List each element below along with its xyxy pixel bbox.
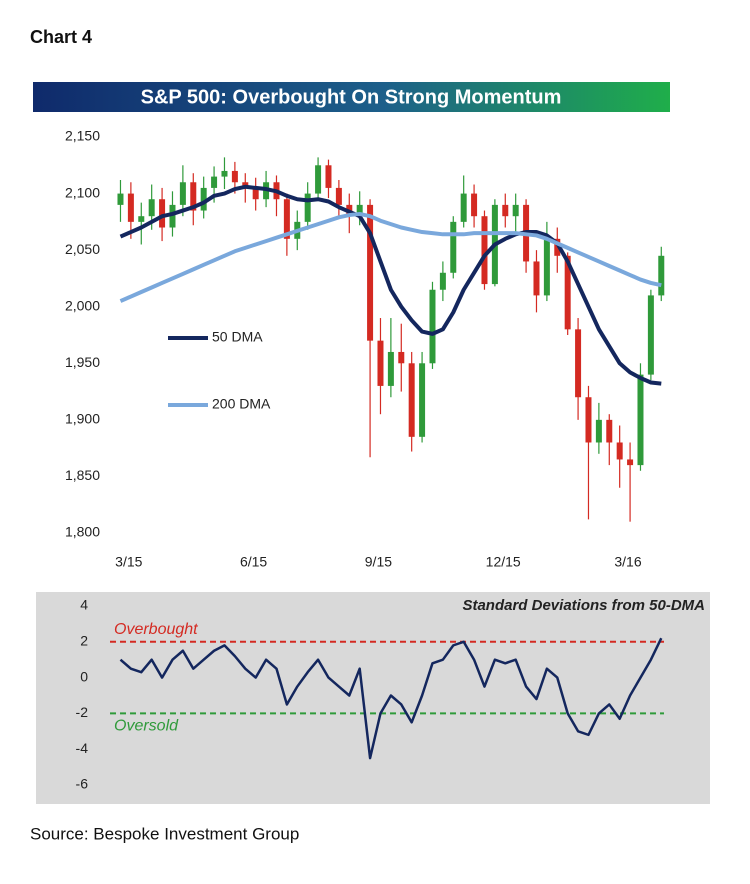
candle-body: [585, 397, 592, 443]
candle-body: [179, 182, 186, 205]
y-tick-label: 2,100: [65, 184, 100, 200]
y-tick-label: 1,950: [65, 354, 100, 370]
y-tick-label: -2: [76, 704, 89, 720]
candle-body: [356, 204, 363, 217]
chart-title: S&P 500: Overbought On Strong Momentum: [141, 86, 562, 108]
y-tick-label: -4: [76, 740, 89, 756]
candle-body: [429, 289, 436, 364]
candle-body: [533, 261, 540, 296]
deviation-line: [119, 637, 663, 760]
candle-body: [377, 340, 384, 386]
candle-body: [211, 176, 218, 188]
reference-label: Overbought: [114, 621, 198, 638]
candle-body: [127, 193, 134, 222]
candle-body: [304, 193, 311, 222]
candle-body: [502, 204, 509, 217]
candle-body: [637, 374, 644, 466]
candle-body: [387, 351, 394, 386]
candle-body: [169, 204, 176, 228]
legend-label: 200 DMA: [212, 396, 271, 412]
candle-body: [367, 204, 374, 341]
candle-body: [450, 221, 457, 273]
x-tick-label: 9/15: [365, 554, 392, 570]
title-band: [33, 82, 670, 112]
candle-body: [221, 170, 228, 177]
candle-body: [398, 351, 405, 364]
moving-average-line: [119, 211, 662, 303]
candle-body: [252, 187, 259, 200]
candle-body: [616, 442, 623, 460]
y-tick-label: 2,000: [65, 297, 100, 313]
candle-body: [564, 255, 571, 330]
y-tick-label: 4: [80, 597, 88, 613]
x-tick-label: 3/15: [115, 554, 142, 570]
source: Source: Bespoke Investment Group: [30, 824, 299, 843]
candle-body: [627, 459, 634, 466]
candle-body: [575, 329, 582, 398]
y-tick-label: 1,800: [65, 524, 100, 540]
candle-body: [138, 216, 145, 222]
y-tick-label: 0: [80, 668, 88, 684]
y-tick-label: 1,850: [65, 467, 100, 483]
candle-body: [512, 204, 519, 217]
candle-body: [325, 165, 332, 188]
candle-body: [471, 193, 478, 217]
candle-body: [408, 363, 415, 437]
candle-body: [315, 165, 322, 194]
candle-body: [419, 363, 426, 437]
y-tick-label: 2: [80, 633, 88, 649]
x-tick-label: 12/15: [486, 554, 521, 570]
y-tick-label: 1,900: [65, 411, 100, 427]
candle-body: [658, 255, 665, 296]
candle-body: [335, 187, 342, 205]
legend-label: 50 DMA: [212, 329, 263, 345]
candle-body: [595, 419, 602, 443]
y-tick-label: 2,050: [65, 241, 100, 257]
candle-body: [460, 193, 467, 222]
moving-average-line: [119, 184, 662, 386]
panel-title: Standard Deviations from 50-DMA: [462, 597, 705, 614]
candle-body: [148, 199, 155, 217]
candle-body: [159, 199, 166, 228]
candle-body: [200, 187, 207, 211]
x-tick-label: 3/16: [614, 554, 641, 570]
x-tick-label: 6/15: [240, 554, 267, 570]
candle-body: [283, 199, 290, 239]
y-tick-label: 2,150: [65, 128, 100, 144]
candle-body: [606, 419, 613, 443]
header: Chart 4: [30, 27, 92, 47]
candle-body: [439, 272, 446, 290]
candle-body: [543, 238, 550, 296]
reference-label: Oversold: [114, 718, 179, 735]
candle-body: [647, 295, 654, 375]
candle-body: [117, 193, 124, 205]
y-tick-label: -6: [76, 776, 89, 792]
candle-body: [190, 182, 197, 211]
candle-body: [231, 170, 238, 183]
oscillator-panel: [36, 592, 710, 804]
candle-body: [481, 216, 488, 285]
